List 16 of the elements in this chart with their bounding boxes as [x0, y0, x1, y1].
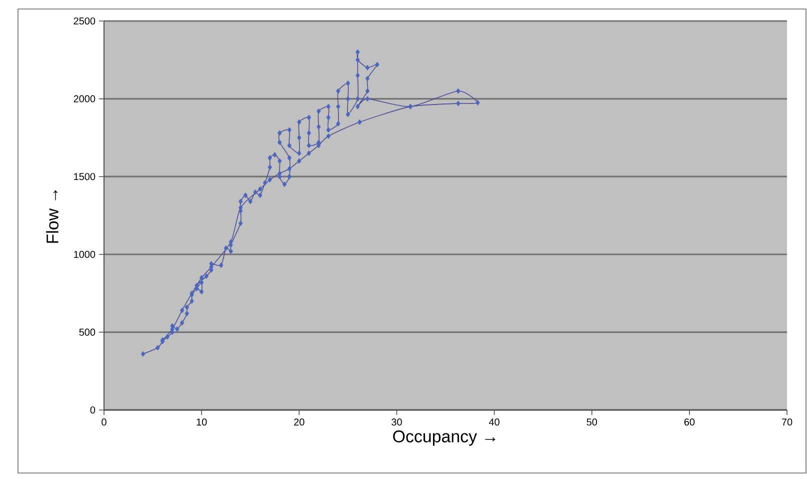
- x-tick-label: 10: [196, 418, 207, 426]
- y-tick-label: 2000: [74, 95, 96, 102]
- x-tick-label: 60: [684, 418, 695, 426]
- x-tick-label: 30: [392, 418, 402, 426]
- x-tick-label: 0: [102, 418, 106, 426]
- y-axis-title: Flow →: [46, 190, 58, 243]
- x-tick-label: 70: [782, 418, 792, 426]
- x-axis-title: Occupancy →: [393, 430, 496, 446]
- x-tick-label: 50: [586, 418, 598, 426]
- x-tick-label: 20: [294, 418, 304, 426]
- y-tick-label: 500: [79, 328, 96, 336]
- x-tick-label: 40: [488, 418, 500, 426]
- y-tick-label: 0: [90, 406, 96, 414]
- y-tick-label: 2500: [74, 17, 96, 25]
- y-tick-label: 1500: [74, 173, 96, 180]
- y-tick-label: 1000: [74, 250, 96, 258]
